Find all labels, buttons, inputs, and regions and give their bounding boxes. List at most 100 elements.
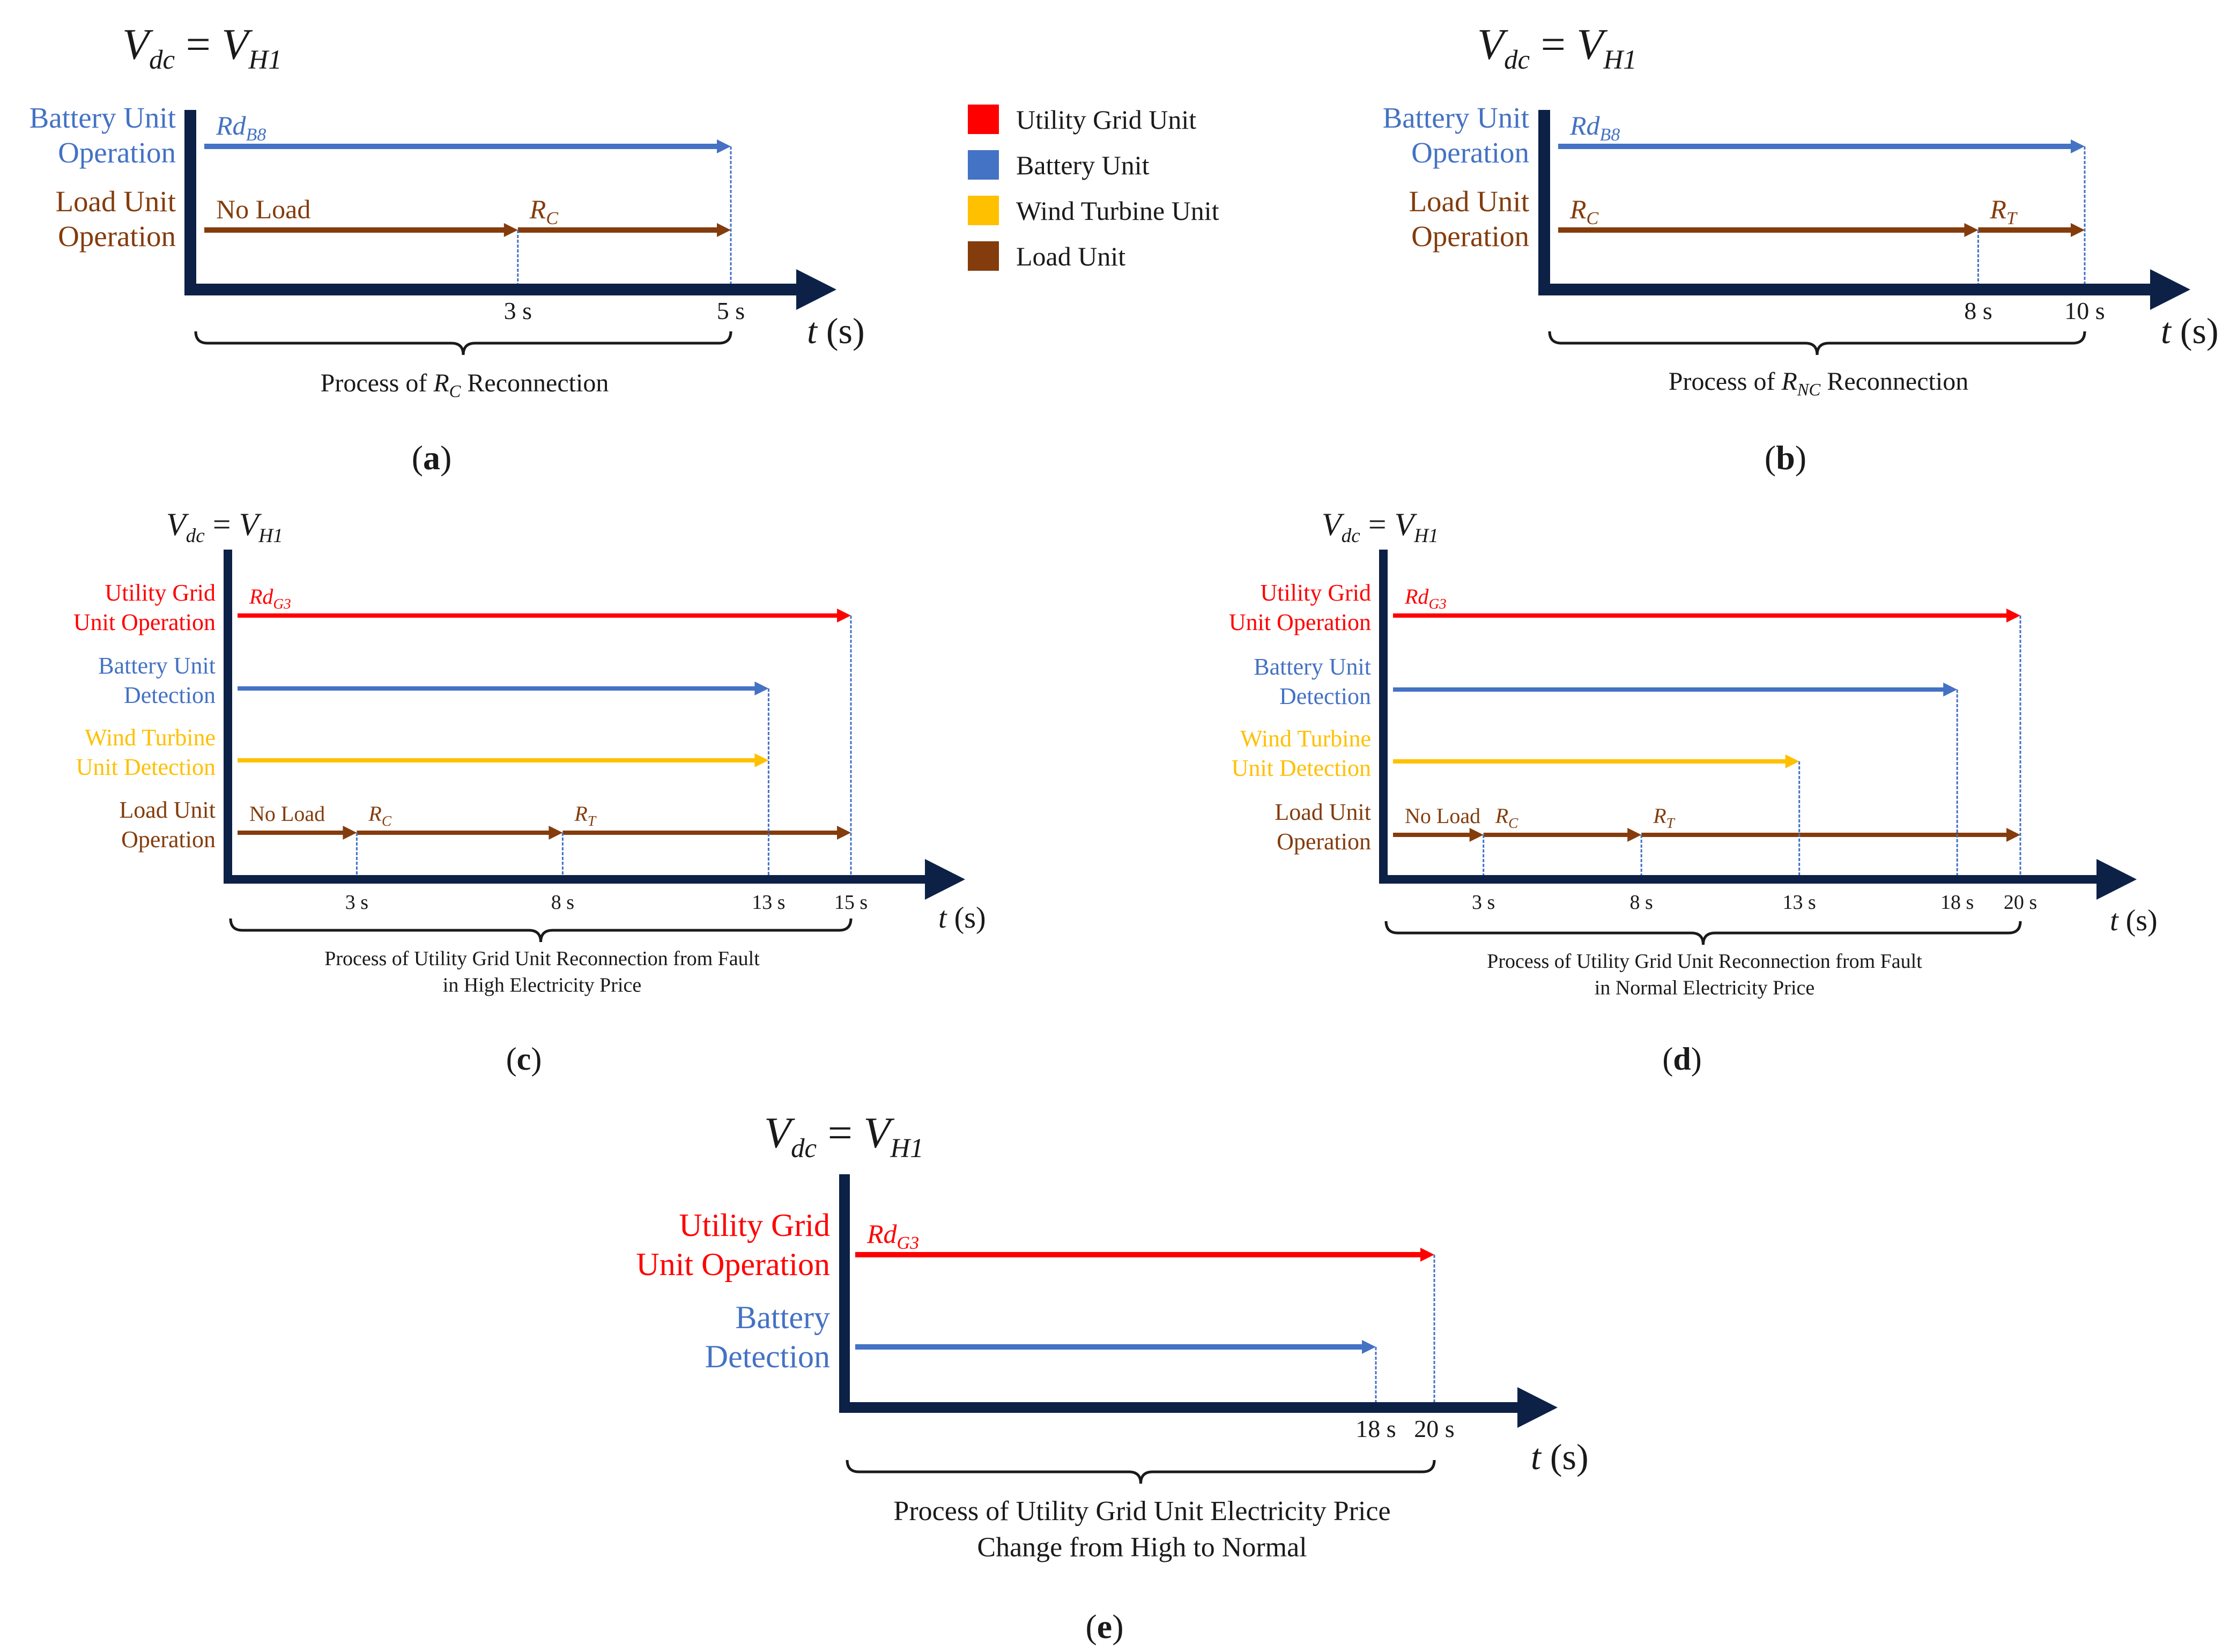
legend-label: Utility Grid Unit — [1016, 105, 1196, 135]
segment-label: No Load — [216, 194, 310, 224]
segment-arrowhead — [754, 753, 769, 767]
row-label-utility: Utility Grid — [679, 1207, 830, 1243]
row-label-utility: Unit Operation — [636, 1247, 830, 1282]
panel-e: Vdc = VH1 t (s) Utility Grid Unit Operation… — [636, 1108, 1588, 1646]
tick-label: 5 s — [717, 297, 745, 324]
panel-title: Vdc = VH1 — [764, 1108, 924, 1163]
panel-letter: (d) — [1662, 1041, 1701, 1077]
segment-arrowhead — [2071, 223, 2085, 237]
row-label-battery: Battery Unit — [1383, 101, 1529, 134]
tick-label: 18 s — [1355, 1415, 1396, 1442]
row-label-load: Load Unit — [119, 797, 216, 823]
tick-label: 3 s — [504, 297, 532, 324]
panel-title: Vdc = VH1 — [1477, 20, 1637, 75]
segment-label: RdB8 — [216, 110, 266, 145]
row-label-utility: Unit Operation — [73, 609, 216, 635]
process-brace — [1548, 331, 2086, 355]
row-label-battery: Detection — [124, 682, 216, 708]
row-label-battery: Operation — [58, 136, 176, 169]
row-label-load: Operation — [1277, 828, 1371, 855]
segment-arrowhead — [549, 826, 563, 840]
tick-label: 13 s — [1783, 891, 1816, 914]
row-label-wind: Wind Turbine — [85, 724, 216, 751]
process-caption-line: Process of Utility Grid Unit Electricity… — [893, 1496, 1390, 1527]
panel-title: Vdc = VH1 — [1322, 507, 1439, 547]
tick-label: 8 s — [551, 891, 574, 914]
segment-arrowhead — [1469, 828, 1484, 842]
segment-arrowhead — [1362, 1340, 1376, 1354]
segment-arrowhead — [1627, 828, 1642, 842]
segment-label: RdG3 — [249, 584, 291, 612]
tick-label: 13 s — [752, 891, 785, 914]
panel-letter: (c) — [506, 1041, 542, 1077]
legend-swatch-load — [968, 241, 999, 271]
row-label-wind: Unit Detection — [1232, 755, 1371, 781]
row-label-battery: Detection — [1279, 683, 1371, 709]
row-label-load: Operation — [121, 826, 216, 853]
segment-arrowhead — [1943, 683, 1958, 697]
time-axis-arrowhead — [1517, 1387, 1558, 1428]
segment-arrowhead — [754, 681, 769, 695]
row-label-wind: Unit Detection — [76, 754, 216, 780]
process-brace — [194, 331, 732, 355]
segment-arrowhead — [2006, 828, 2020, 842]
row-label-battery: Battery Unit — [98, 653, 216, 679]
process-caption: Process of RNC Reconnection — [1669, 367, 1968, 400]
tick-label: 20 s — [2004, 891, 2037, 914]
tick-label: 8 s — [1630, 891, 1653, 914]
segment-label: No Load — [249, 802, 325, 826]
segment-arrowhead — [717, 223, 731, 237]
legend-swatch-wind — [968, 196, 999, 225]
segment-arrowhead — [1964, 223, 1979, 237]
segment-label: RdB8 — [1569, 110, 1620, 145]
row-label-utility: Unit Operation — [1229, 609, 1371, 635]
row-label-utility: Utility Grid — [1260, 580, 1371, 606]
process-caption-line: Process of Utility Grid Unit Reconnectio… — [324, 947, 760, 970]
row-label-utility: Utility Grid — [105, 580, 216, 606]
panel-letter: (b) — [1765, 439, 1806, 477]
process-caption-line: in High Electricity Price — [443, 974, 641, 996]
process-caption: Process of RC Reconnection — [321, 369, 609, 402]
segment-label: RC — [1569, 194, 1599, 228]
segment-label: RT — [1989, 194, 2018, 228]
time-unit-label: t (s) — [2110, 904, 2158, 937]
segment-arrowhead — [1785, 754, 1799, 768]
tick-label: 15 s — [834, 891, 868, 914]
segment-label: RC — [529, 194, 559, 228]
panel-letter: (e) — [1085, 1607, 1123, 1646]
segment-arrowhead — [837, 609, 851, 623]
segment-arrowhead — [717, 139, 731, 153]
time-unit-label: t (s) — [2161, 310, 2219, 351]
panel-letter: (a) — [412, 439, 452, 477]
tick-label: 10 s — [2064, 297, 2105, 324]
tick-label: 3 s — [345, 891, 368, 914]
process-brace — [846, 1460, 1436, 1484]
process-caption-line: Process of Utility Grid Unit Reconnectio… — [1487, 950, 1922, 973]
row-label-load: Load Unit — [55, 185, 176, 218]
process-caption-line: in Normal Electricity Price — [1595, 976, 1814, 999]
time-axis-arrowhead — [796, 269, 836, 310]
row-label-load: Load Unit — [1275, 799, 1371, 825]
segment-label: RT — [1653, 804, 1675, 831]
row-label-wind: Wind Turbine — [1240, 725, 1371, 752]
segment-label: RdG3 — [866, 1219, 919, 1253]
row-label-load: Operation — [1411, 220, 1529, 253]
process-brace — [1384, 921, 2022, 945]
legend-label: Battery Unit — [1016, 150, 1150, 180]
legend-swatch-battery — [968, 150, 999, 180]
segment-arrowhead — [343, 826, 357, 840]
legend-label: Load Unit — [1016, 241, 1125, 271]
segment-arrowhead — [503, 223, 518, 237]
panel-title: Vdc = VH1 — [122, 20, 282, 75]
tick-label: 20 s — [1414, 1415, 1454, 1442]
time-unit-label: t (s) — [938, 901, 986, 935]
tick-label: 8 s — [1964, 297, 1992, 324]
color-legend: Utility Grid Unit Battery Unit Wind Turbin… — [968, 105, 1219, 271]
segment-arrowhead — [2071, 139, 2085, 153]
time-unit-label: t (s) — [807, 310, 865, 351]
row-label-battery: Battery Unit — [1254, 654, 1371, 680]
panel-title: Vdc = VH1 — [166, 507, 283, 547]
